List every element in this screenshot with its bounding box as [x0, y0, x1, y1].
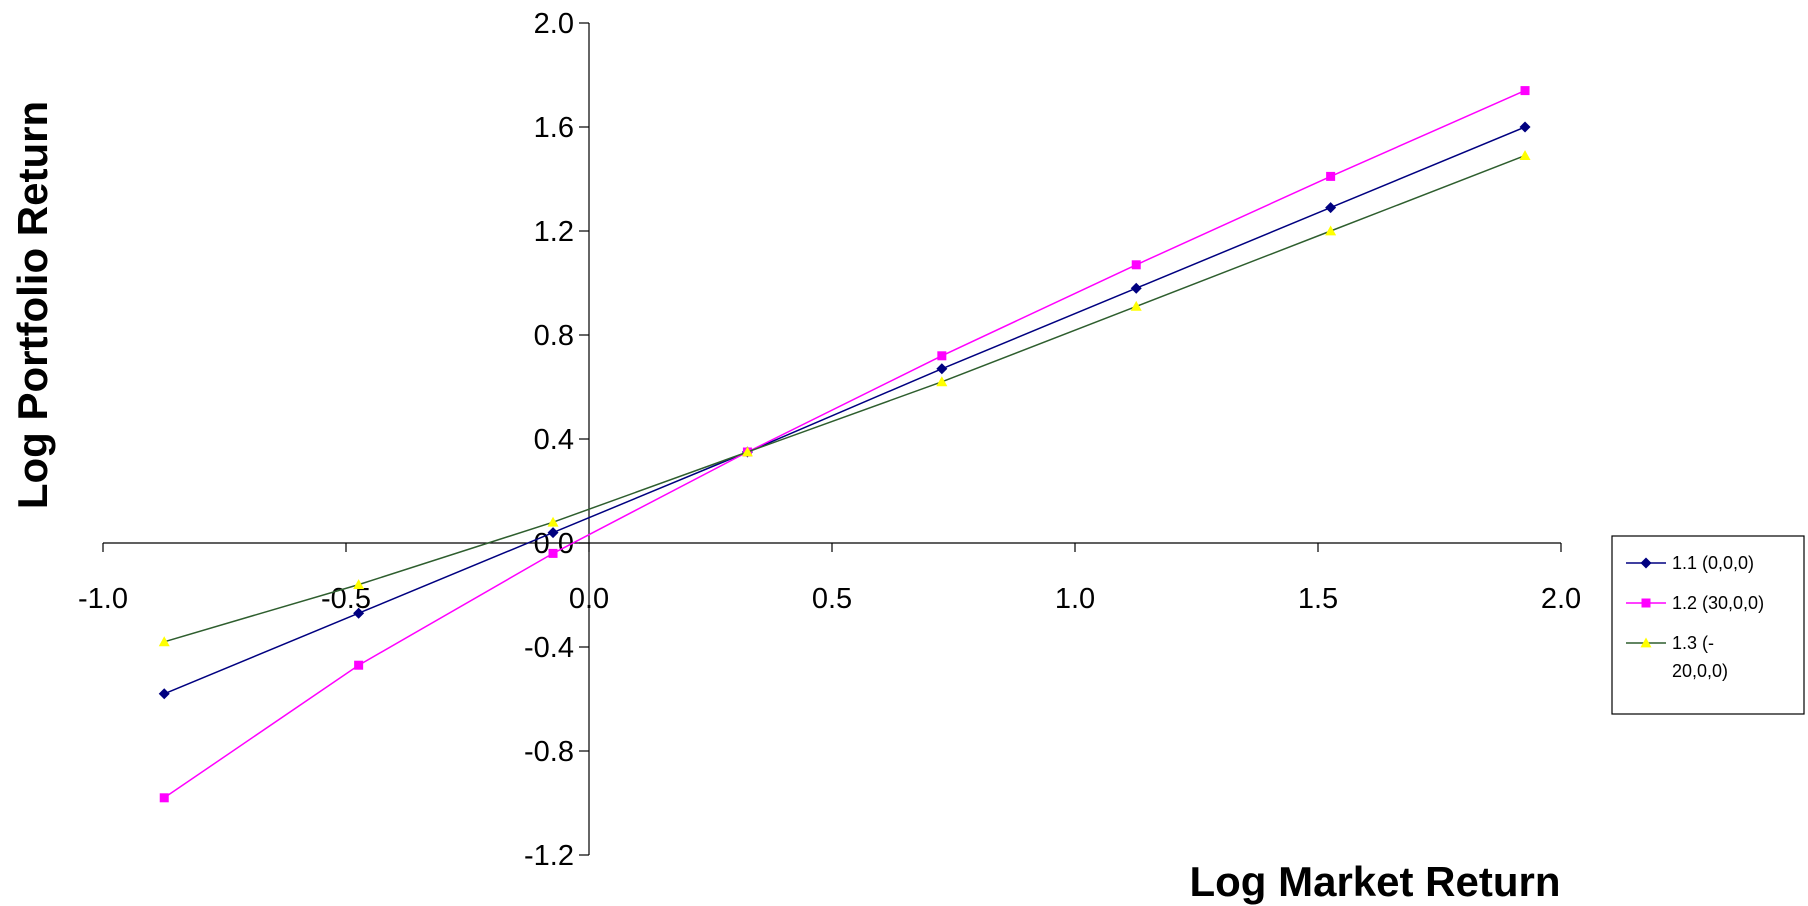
legend-marker-1 — [1640, 557, 1652, 569]
series-line-1 — [163, 126, 1526, 695]
data-point-series-1 — [936, 363, 948, 375]
data-point-series-3 — [936, 376, 948, 387]
legend-marker-2 — [1641, 598, 1651, 608]
x-tick-label: 2.0 — [1541, 583, 1581, 615]
plot-area: -1.0 -0.5 0.0 0.5 1.0 1.5 2.0-1.2-0.8-0.40.00.… — [78, 8, 1581, 872]
data-point-series-3 — [741, 446, 753, 457]
legend-label-3-cont: 20,0,0) — [1672, 661, 1728, 681]
legend: 1.1 (0,0,0) 1.2 (30,0,0) 1.3 (- 20,0,0) — [1611, 535, 1805, 715]
legend-marker-3 — [1640, 637, 1652, 648]
y-tick-label: -1.2 — [524, 840, 574, 872]
x-tick-label: 1.0 — [1055, 583, 1095, 615]
data-point-series-3 — [1519, 150, 1531, 160]
data-point-series-1 — [1519, 121, 1531, 133]
data-point-series-2 — [1520, 86, 1530, 96]
y-tick-label: -0.8 — [524, 736, 574, 768]
legend-label-2: 1.2 (30,0,0) — [1672, 593, 1764, 613]
series-line-3 — [164, 154, 1526, 643]
x-tick-label: 0.0 — [569, 583, 609, 615]
data-point-series-3 — [158, 636, 170, 647]
data-point-series-2 — [159, 793, 169, 803]
data-point-series-2 — [1326, 171, 1336, 181]
x-axis-title: Log Market Return — [1189, 858, 1560, 905]
data-point-series-1 — [158, 688, 170, 700]
data-point-series-3 — [547, 516, 559, 527]
series-line-2 — [163, 89, 1526, 799]
y-tick-label: 0.4 — [534, 424, 574, 456]
data-point-series-2 — [937, 351, 947, 361]
legend-items: 1.1 (0,0,0) 1.2 (30,0,0) 1.3 (- 20,0,0) — [1626, 553, 1764, 681]
data-point-series-2 — [1131, 260, 1141, 270]
x-tick-label: -1.0 — [78, 583, 128, 615]
x-tick-label: 1.5 — [1298, 583, 1338, 615]
y-tick-label: 2.0 — [534, 8, 574, 40]
data-point-series-1 — [353, 607, 365, 619]
data-point-series-3 — [1325, 225, 1337, 236]
y-axis-title: Log Portfolio Return — [9, 101, 56, 509]
data-point-series-3 — [1130, 300, 1142, 311]
data-point-series-1 — [1325, 202, 1337, 214]
y-tick-label: 0.8 — [534, 320, 574, 352]
y-tick-label: -0.4 — [524, 632, 574, 664]
y-tick-label: 1.6 — [534, 112, 574, 144]
data-point-series-1 — [547, 527, 559, 539]
x-tick-label: 0.5 — [812, 583, 852, 615]
data-point-series-3 — [353, 579, 365, 589]
data-point-series-2 — [354, 660, 364, 670]
data-point-series-1 — [1130, 282, 1142, 294]
legend-label-1: 1.1 (0,0,0) — [1672, 553, 1754, 573]
data-point-series-2 — [548, 548, 558, 558]
y-tick-label: 1.2 — [534, 216, 574, 248]
legend-label-3: 1.3 (- — [1672, 633, 1714, 653]
